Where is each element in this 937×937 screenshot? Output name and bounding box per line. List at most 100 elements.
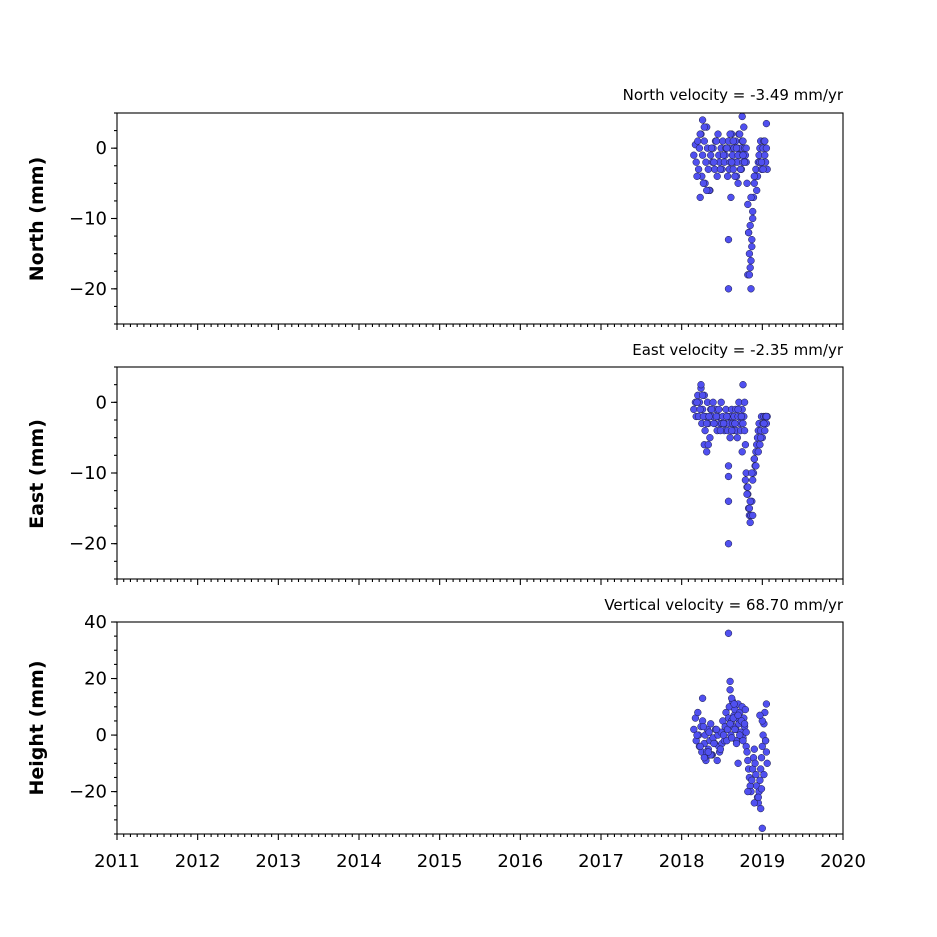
east-ytick-label: 0 — [96, 392, 107, 413]
north-data-point — [747, 257, 755, 265]
height-data-point — [762, 700, 771, 708]
north-data-point — [761, 137, 769, 145]
north-data-point — [749, 214, 757, 223]
height-data-point — [698, 694, 707, 702]
east-data-point — [724, 540, 733, 548]
height-data-point — [734, 711, 742, 719]
height-data-point — [696, 742, 704, 751]
east-data-point — [734, 405, 742, 414]
height-panel: Vertical velocity = 68.70 mm/yr Height (… — [26, 596, 866, 872]
height-ytick-label: 20 — [84, 669, 107, 690]
east-data-point — [750, 455, 758, 463]
height-data-point — [750, 745, 758, 753]
east-data-point — [757, 434, 765, 442]
east-data-point — [719, 419, 728, 428]
north-data-point — [738, 112, 746, 121]
east-data-point — [705, 412, 713, 421]
height-data-point — [758, 742, 766, 751]
north-data-point — [699, 179, 708, 187]
north-data-point — [747, 193, 755, 202]
height-data-point — [751, 759, 759, 767]
north-data-point — [736, 165, 745, 173]
east-data-point — [737, 412, 746, 421]
east-data-point — [739, 419, 747, 428]
north-ytick-label: −10 — [69, 209, 107, 230]
east-data-point — [740, 426, 749, 435]
north-data-point — [726, 130, 734, 138]
north-data-point — [716, 165, 725, 173]
north-data-point — [762, 119, 771, 128]
north-data-point — [731, 172, 739, 180]
height-data-point — [757, 754, 766, 762]
height-data-point — [739, 737, 747, 745]
east-data-point — [762, 412, 771, 421]
north-data-point — [740, 158, 749, 166]
east-data-point — [738, 448, 746, 456]
east-data-point — [741, 476, 750, 484]
height-data-point — [750, 799, 758, 807]
east-data-point — [752, 462, 760, 470]
east-data-point — [739, 381, 747, 389]
height-data-point — [758, 824, 766, 832]
height-xtick-label: 2012 — [175, 851, 221, 872]
east-data-point — [733, 434, 741, 442]
north-ytick-label: −20 — [69, 279, 107, 300]
height-data-point — [726, 720, 734, 728]
height-ticks: 40 20 0 −20 2011 2012 2013 2014 2015 2016 2017 2018… — [69, 612, 866, 872]
height-data-point — [731, 725, 739, 734]
north-data-point — [736, 130, 744, 138]
north-data-point — [748, 242, 756, 251]
vertical-velocity-title: Vertical velocity = 68.70 mm/yr — [604, 596, 844, 614]
height-data-point — [693, 731, 701, 739]
north-data-point — [742, 144, 750, 152]
north-data-point — [700, 123, 708, 131]
north-data-point — [743, 179, 751, 187]
east-panel: East velocity = -2.35 mm/yr East (mm) 0 −… — [26, 341, 844, 585]
north-data-point — [745, 271, 754, 279]
height-ytick-label: −20 — [69, 782, 107, 803]
east-data-point — [760, 419, 768, 428]
north-data-point — [723, 172, 732, 180]
north-data-point — [692, 158, 700, 166]
height-points — [690, 629, 771, 832]
height-data-point — [740, 720, 749, 728]
height-xtick-label: 2020 — [820, 851, 866, 872]
north-data-point — [746, 221, 754, 230]
north-data-point — [740, 123, 748, 131]
east-ytick-label: −10 — [69, 463, 107, 484]
north-data-point — [712, 137, 721, 145]
height-data-point — [754, 793, 762, 801]
height-data-point — [712, 725, 721, 734]
east-data-point — [746, 497, 754, 505]
east-data-point — [749, 476, 757, 484]
east-data-point — [745, 504, 754, 512]
north-data-point — [739, 137, 747, 145]
north-data-point — [753, 186, 761, 195]
north-data-point — [696, 193, 704, 202]
north-data-point — [695, 144, 704, 152]
east-data-point — [728, 426, 736, 435]
north-data-point — [745, 250, 754, 258]
north-data-point — [734, 179, 742, 187]
north-data-point — [747, 285, 755, 293]
north-data-point — [702, 158, 710, 166]
north-data-point — [693, 172, 701, 180]
east-data-point — [756, 441, 764, 449]
height-data-point — [756, 776, 764, 784]
north-data-point — [727, 193, 735, 202]
north-data-point — [707, 151, 715, 159]
north-data-point — [719, 151, 728, 159]
height-data-point — [741, 705, 750, 714]
east-data-point — [731, 419, 739, 428]
height-data-point — [710, 739, 718, 748]
north-data-point — [690, 151, 698, 159]
north-data-point — [713, 172, 721, 180]
height-data-point — [716, 745, 725, 753]
north-data-point — [732, 144, 741, 152]
east-data-point — [749, 511, 757, 520]
height-data-point — [748, 776, 756, 784]
east-data-point — [701, 426, 709, 435]
north-data-point — [694, 165, 703, 173]
north-data-point — [704, 165, 712, 173]
east-data-point — [761, 426, 769, 435]
